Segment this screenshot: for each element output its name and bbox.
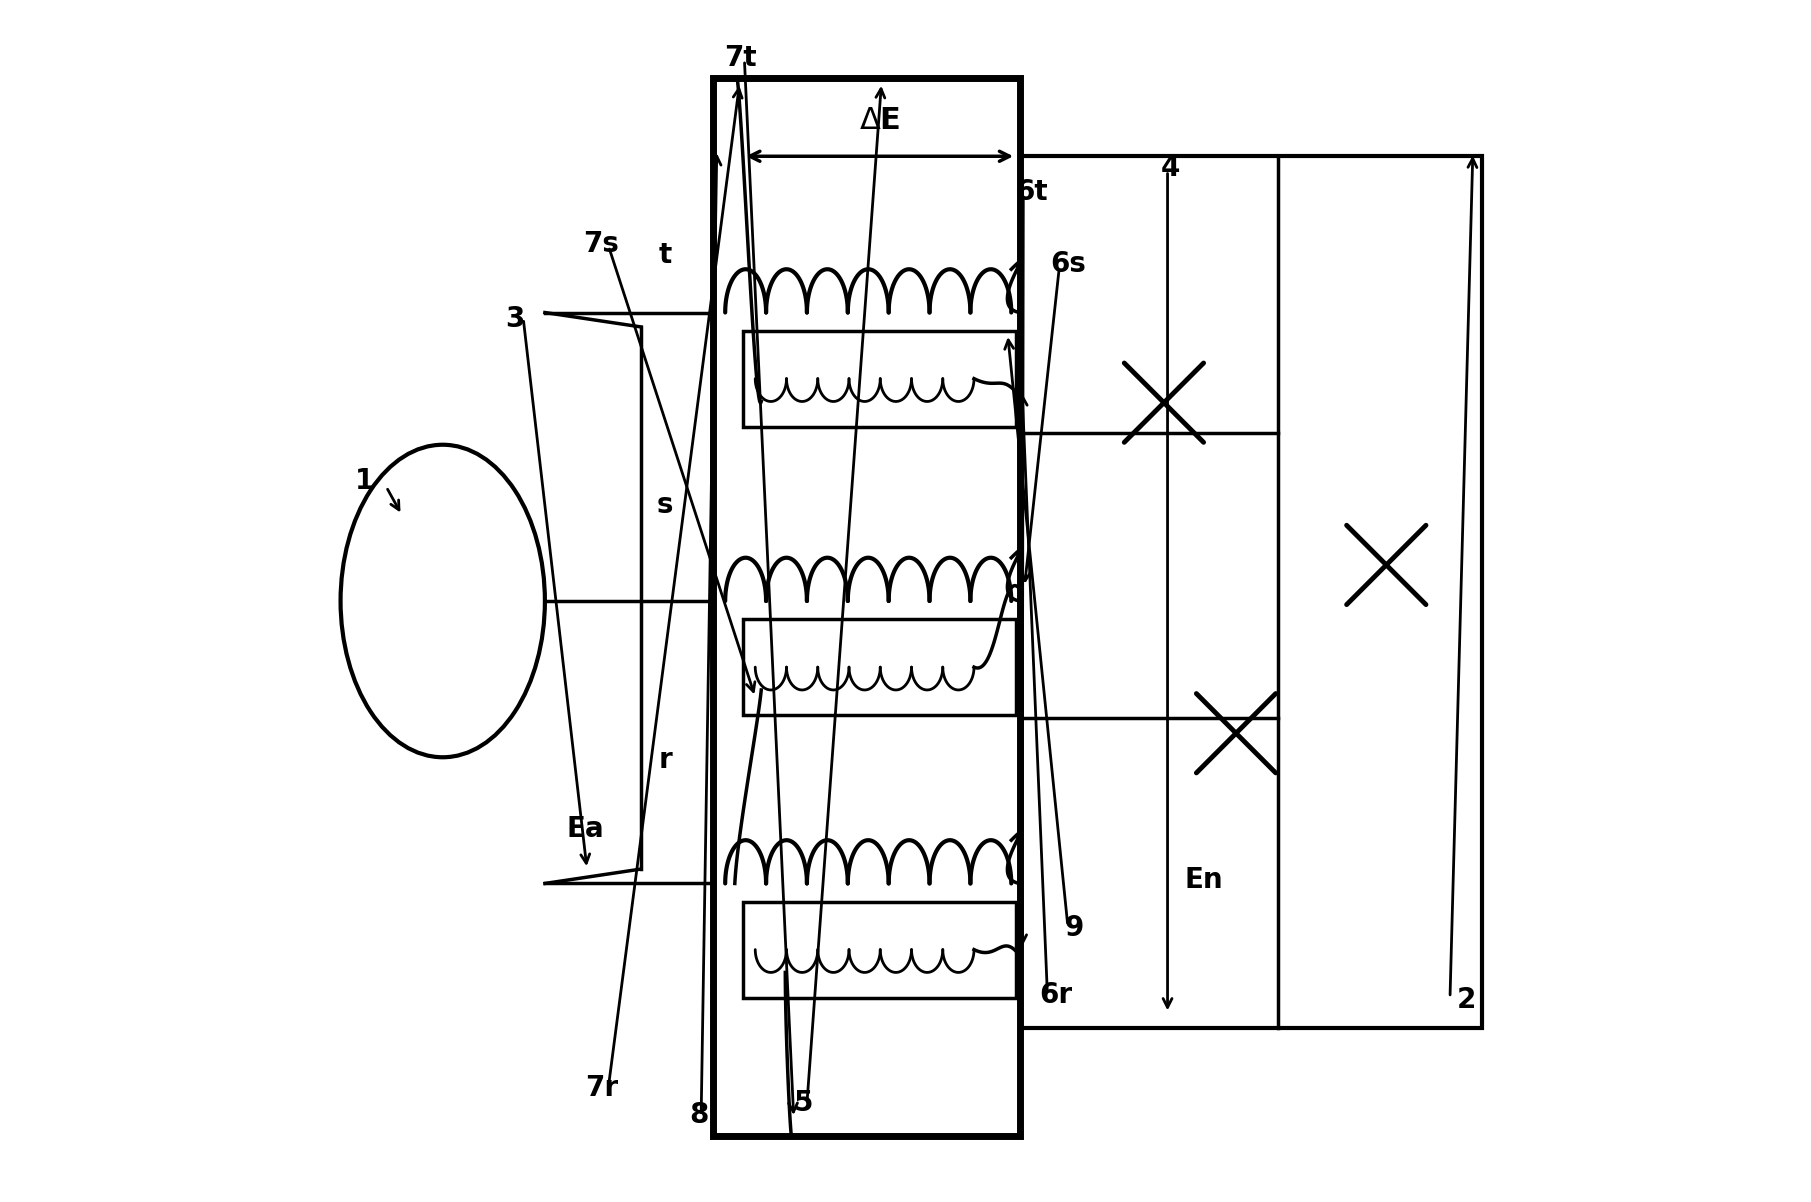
Bar	[714, 78, 1020, 1136]
Text: 6r: 6r	[1040, 981, 1072, 1010]
Text: 2: 2	[1458, 986, 1476, 1014]
Text: 7t: 7t	[724, 43, 757, 72]
Text: t: t	[659, 240, 672, 269]
Text: 6t: 6t	[1016, 178, 1049, 207]
Text: 7r: 7r	[585, 1073, 618, 1102]
Bar	[743, 619, 1016, 715]
Text: En: En	[1184, 865, 1222, 894]
Text: Ea: Ea	[567, 815, 605, 844]
Bar	[1020, 156, 1483, 1028]
Text: s: s	[657, 490, 674, 519]
Text: 5: 5	[793, 1089, 813, 1118]
Text: $\Delta$E: $\Delta$E	[858, 106, 900, 135]
Text: 1: 1	[355, 466, 375, 495]
Bar	[743, 331, 1016, 427]
Text: 4: 4	[1161, 154, 1179, 183]
Bar	[743, 902, 1016, 998]
Text: 3: 3	[505, 304, 525, 333]
Text: 6s: 6s	[1050, 250, 1087, 279]
Text: 8: 8	[688, 1101, 708, 1130]
Text: r: r	[657, 745, 672, 774]
Text: 9: 9	[1065, 914, 1083, 942]
Text: 7s: 7s	[583, 230, 619, 258]
